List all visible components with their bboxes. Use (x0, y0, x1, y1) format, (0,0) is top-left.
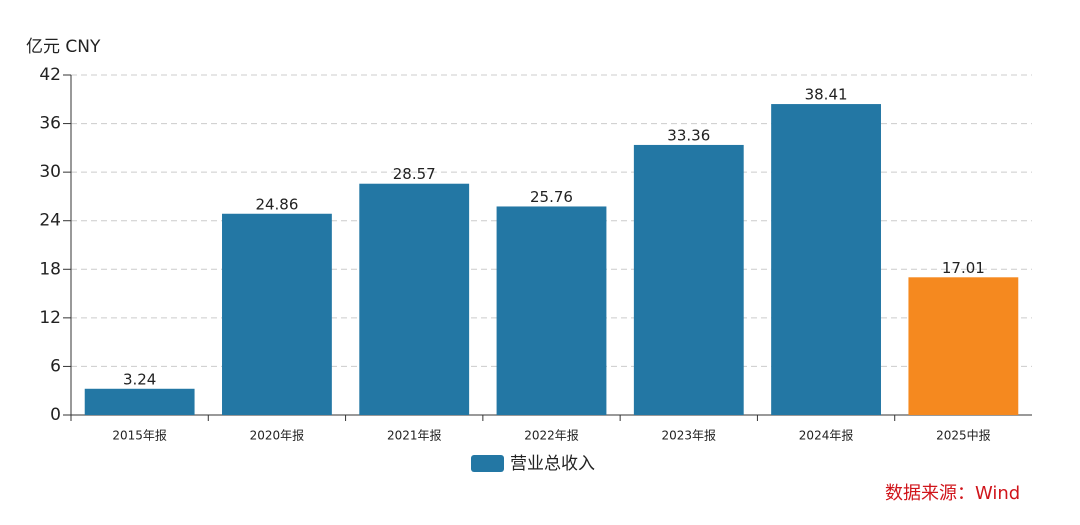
value-label: 3.24 (123, 370, 156, 388)
bar (633, 144, 744, 415)
x-tick-label: 2015年报 (112, 428, 167, 443)
value-label: 28.57 (393, 165, 436, 183)
bar (84, 388, 195, 415)
y-tick-label: 6 (50, 356, 61, 376)
y-tick-label: 42 (39, 65, 61, 85)
value-label: 24.86 (255, 195, 298, 213)
value-label: 38.41 (805, 86, 848, 104)
legend-label: 营业总收入 (510, 454, 595, 474)
x-tick-label: 2025中报 (936, 428, 991, 443)
x-tick-label: 2023年报 (662, 428, 717, 443)
value-label: 25.76 (530, 188, 573, 206)
bar (222, 213, 332, 415)
y-tick-label: 24 (39, 211, 61, 231)
x-tick-label: 2022年报 (524, 428, 579, 443)
y-tick-label: 12 (39, 308, 61, 328)
bar (359, 183, 470, 415)
x-tick-label: 2021年报 (387, 428, 442, 443)
x-tick-label: 2020年报 (250, 428, 305, 443)
bar (496, 206, 607, 415)
bar (908, 277, 1019, 415)
y-tick-label: 18 (39, 259, 61, 279)
y-tick-label: 30 (39, 162, 61, 182)
source: 数据来源：Wind (885, 483, 1020, 504)
value-label: 17.01 (942, 259, 985, 277)
value-label: 33.36 (667, 126, 710, 144)
y-unit: 亿元 CNY (26, 37, 101, 57)
legend-swatch (471, 455, 504, 472)
bar (771, 104, 881, 416)
y-tick-label: 0 (50, 405, 61, 425)
x-tick-label: 2024年报 (799, 428, 854, 443)
y-tick-label: 36 (39, 114, 61, 134)
